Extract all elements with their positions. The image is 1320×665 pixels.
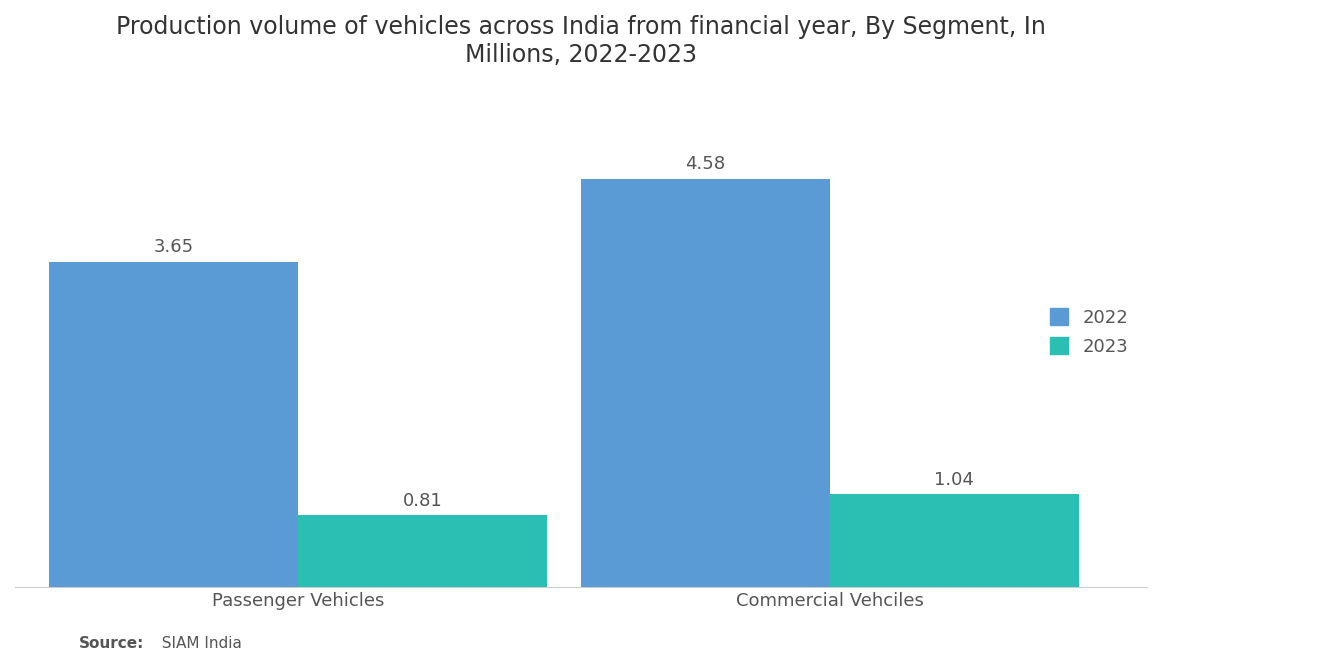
Text: 3.65: 3.65: [153, 238, 194, 256]
Text: 1.04: 1.04: [935, 471, 974, 489]
Text: SIAM India: SIAM India: [152, 636, 242, 652]
Title: Production volume of vehicles across India from financial year, By Segment, In
M: Production volume of vehicles across Ind…: [116, 15, 1045, 66]
Text: 4.58: 4.58: [685, 155, 725, 174]
Text: 0.81: 0.81: [403, 491, 442, 509]
Legend: 2022, 2023: 2022, 2023: [1041, 299, 1138, 365]
Bar: [49, 261, 298, 587]
Bar: [298, 515, 546, 587]
Text: Source:: Source:: [79, 636, 145, 652]
Bar: [581, 179, 830, 587]
Bar: [830, 495, 1078, 587]
